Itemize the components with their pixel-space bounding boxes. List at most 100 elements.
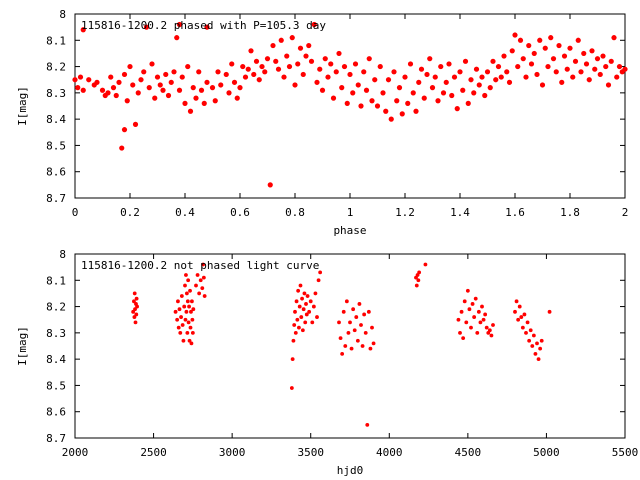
y-tick-label: 8.5	[46, 139, 66, 152]
data-point	[253, 58, 260, 64]
data-point	[354, 315, 359, 319]
data-point	[184, 291, 189, 296]
data-point	[592, 66, 598, 72]
data-point	[451, 74, 458, 80]
data-point	[416, 278, 421, 283]
data-point	[515, 63, 521, 70]
data-point	[553, 69, 559, 75]
data-point	[201, 100, 207, 106]
data-point	[234, 95, 240, 101]
data-point	[481, 317, 486, 322]
data-point	[178, 330, 183, 335]
y-tick-label: 8.1	[46, 274, 66, 287]
data-point	[190, 85, 196, 91]
data-point	[307, 309, 312, 314]
data-point	[421, 95, 427, 101]
data-point	[297, 45, 304, 51]
data-point	[348, 320, 352, 325]
data-point	[304, 302, 308, 306]
data-point	[186, 320, 191, 325]
data-point	[402, 74, 408, 80]
data-point	[509, 48, 515, 54]
data-point	[519, 315, 524, 319]
data-point	[116, 79, 122, 85]
data-point	[316, 278, 321, 283]
data-point	[462, 58, 469, 64]
data-point	[347, 71, 353, 78]
data-point	[465, 100, 471, 106]
panel-title: 115816-1200.2 not phased light curve	[81, 259, 319, 272]
data-point	[416, 79, 422, 85]
data-point	[440, 90, 447, 96]
data-point	[414, 283, 419, 288]
data-point	[371, 341, 376, 346]
data-point	[204, 24, 210, 30]
data-point	[528, 61, 535, 67]
data-point	[157, 82, 163, 88]
data-point	[278, 37, 284, 43]
data-point	[490, 58, 496, 64]
data-point	[533, 351, 538, 356]
data-point	[340, 351, 345, 356]
y-axis-label: I[mag]	[16, 86, 29, 126]
data-point	[188, 325, 193, 330]
data-point	[368, 346, 373, 351]
data-point	[215, 69, 221, 75]
data-point	[520, 56, 526, 62]
panel-title: 115816-1200.2 phased with P=105.3 day	[81, 19, 326, 32]
data-point	[484, 325, 489, 330]
data-point	[80, 27, 86, 33]
data-point	[578, 69, 584, 75]
x-axis-label: hjd0	[337, 464, 364, 477]
data-point	[119, 145, 125, 151]
data-point	[372, 77, 378, 83]
y-tick-label: 8.2	[46, 61, 66, 74]
data-point	[567, 45, 573, 51]
data-point	[293, 309, 297, 314]
data-point	[545, 63, 551, 70]
data-point	[176, 21, 183, 28]
data-point	[352, 61, 359, 67]
data-point	[341, 63, 348, 70]
data-point	[188, 288, 192, 293]
data-point	[133, 320, 138, 325]
x-tick-label: 3500	[297, 446, 324, 459]
data-point	[286, 63, 293, 70]
data-point	[330, 95, 337, 101]
data-point	[462, 299, 467, 304]
data-point	[559, 79, 565, 85]
plot-frame	[74, 253, 626, 439]
data-point	[548, 35, 554, 41]
data-point	[572, 58, 579, 64]
data-point	[410, 90, 416, 96]
data-point	[133, 307, 137, 312]
data-point	[542, 45, 548, 51]
data-point	[182, 304, 187, 309]
data-point	[489, 333, 494, 338]
data-point	[522, 312, 527, 317]
data-point	[313, 291, 318, 296]
data-point	[174, 35, 180, 41]
data-point	[464, 320, 469, 325]
data-point	[212, 98, 218, 104]
data-point	[487, 85, 493, 91]
data-point	[339, 85, 345, 91]
data-point	[314, 79, 320, 85]
data-point	[369, 98, 375, 104]
data-point	[267, 182, 273, 188]
data-point	[175, 317, 180, 322]
data-point	[616, 63, 623, 70]
data-point	[483, 312, 488, 317]
data-point	[459, 309, 464, 314]
data-point	[336, 50, 342, 57]
data-point	[193, 95, 199, 101]
data-point	[171, 69, 177, 75]
data-point	[319, 87, 326, 93]
data-point	[360, 344, 365, 348]
data-point	[362, 312, 367, 317]
data-point	[143, 24, 150, 30]
data-point	[291, 338, 296, 343]
y-tick-label: 8.3	[46, 327, 66, 340]
data-point	[284, 53, 290, 59]
data-point	[190, 317, 195, 322]
